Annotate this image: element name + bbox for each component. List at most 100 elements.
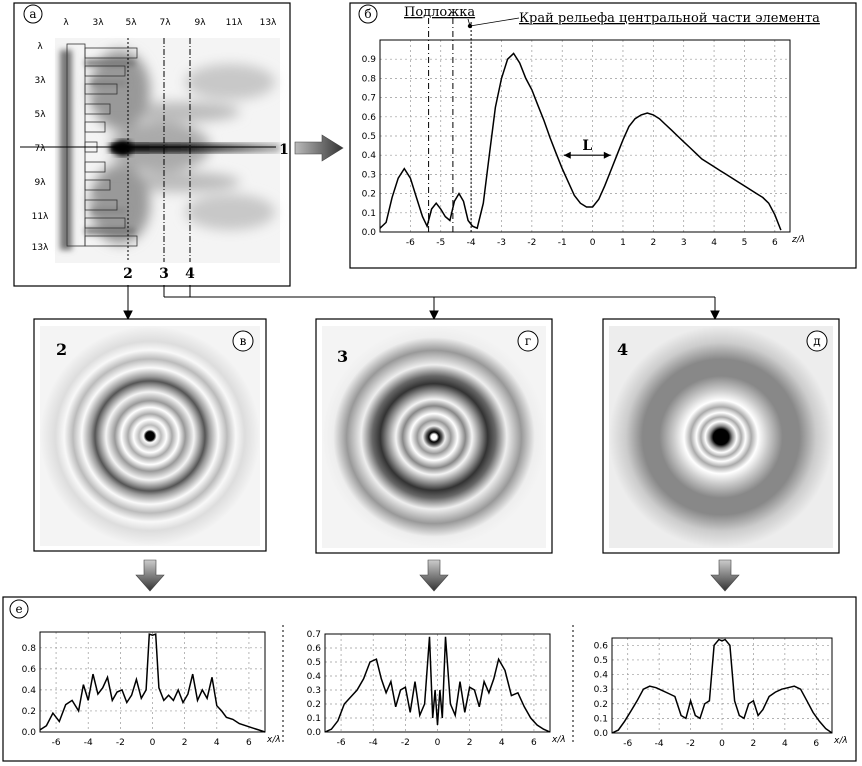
element-outline [66, 43, 138, 247]
x-tick-label: -2 [116, 738, 125, 748]
plot-area [611, 637, 833, 734]
x-tick: λ [63, 18, 69, 28]
plot-area [39, 631, 266, 733]
y-tick-label: 0.2 [362, 190, 376, 200]
image-number: 4 [617, 340, 628, 359]
x-axis-label: x/λ [551, 735, 566, 745]
y-tick: 7λ [34, 144, 46, 154]
edge-annotation: Край рельефа центральной части элемента [519, 11, 820, 26]
y-tick-label: 0.3 [362, 170, 376, 180]
panel-a-x-ticks: λ 3λ 5λ 7λ 9λ 11λ 13λ [63, 18, 277, 28]
arrow-down-icon [135, 559, 165, 592]
x-tick-label: 6 [531, 738, 537, 748]
plot-area [379, 39, 791, 233]
y-tick-label: 0.1 [362, 209, 376, 219]
x-tick-label: 5 [742, 238, 748, 248]
x-tick-label: 3 [681, 238, 687, 248]
y-tick-label: 0.0 [22, 728, 37, 738]
panel-b-tag: б [364, 7, 371, 21]
y-tick: 3λ [34, 76, 46, 86]
image-number: 3 [337, 347, 348, 366]
panel-e: 4 д [602, 318, 840, 554]
y-tick: 13λ [32, 243, 49, 253]
x-tick-label: 4 [782, 739, 788, 749]
chart-b: -6 -5 -4 -3 -2 -1 0 1 2 3 4 5 6 0.0 0.1 0.2 0.3 0.4 0.5 0.6… [362, 18, 805, 248]
distance-label: L [582, 138, 592, 154]
x-tick-label: 4 [711, 238, 717, 248]
x-tick: 5λ [125, 18, 137, 28]
y-tick-label: 0.5 [594, 656, 608, 666]
line-4-label: 4 [185, 266, 195, 282]
x-tick-label: 4 [214, 738, 220, 748]
y-tick-label: 0.5 [307, 658, 321, 668]
y-tick-label: 0.3 [594, 685, 608, 695]
x-tick-label: -5 [436, 238, 445, 248]
panel-c-tag: в [240, 334, 247, 348]
y-tick-label: 0.4 [594, 671, 609, 681]
panel-f-tag: е [15, 602, 22, 616]
x-tick: 11λ [226, 18, 243, 28]
y-tick-label: 0.6 [594, 641, 609, 651]
x-tick-label: -3 [497, 238, 506, 248]
x-tick-label: -4 [84, 738, 93, 748]
x-tick-label: 6 [813, 739, 819, 749]
y-tick-label: 0.9 [362, 55, 377, 65]
y-tick-label: 0.1 [594, 714, 608, 724]
x-tick-label: 0 [590, 238, 596, 248]
x-tick-label: -6 [623, 739, 632, 749]
series-line [324, 636, 551, 733]
x-tick-label: 4 [499, 738, 505, 748]
y-tick-label: 0.1 [307, 714, 321, 724]
x-axis-label: x/λ [266, 735, 281, 745]
x-tick: 3λ [92, 18, 104, 28]
x-tick-label: -6 [406, 238, 415, 248]
x-tick-label: -6 [337, 738, 346, 748]
x-tick: 9λ [194, 18, 206, 28]
x-tick: 7λ [159, 18, 171, 28]
x-tick: 13λ [260, 18, 277, 28]
series-line [611, 638, 833, 734]
y-tick-label: 0.2 [22, 707, 36, 717]
y-tick: 5λ [34, 110, 46, 120]
arrowhead [563, 151, 571, 159]
panel-a: а [13, 2, 291, 287]
x-tick-label: 2 [467, 738, 473, 748]
x-tick-label: 1 [620, 238, 626, 248]
x-tick-label: 2 [182, 738, 188, 748]
x-axis-label: x/λ [833, 736, 848, 746]
y-tick-label: 0.0 [594, 729, 609, 739]
y-tick-label: 0.6 [307, 644, 322, 654]
panel-d: 3 г [315, 318, 553, 554]
y-tick-label: 0.8 [22, 644, 37, 654]
x-tick-label: 0 [435, 738, 441, 748]
y-tick-label: 0.8 [362, 74, 377, 84]
panel-d-tag: г [525, 334, 531, 348]
y-tick-label: 0.4 [22, 686, 37, 696]
x-tick-label: -2 [686, 739, 695, 749]
substrate-annotation: Подложка [404, 5, 475, 20]
connector-lines [123, 285, 720, 321]
chart-e1: -6 -4 -2 0 2 4 6 0.0 0.2 0.4 0.6 0.8 x/λ [22, 631, 281, 748]
arrowhead [603, 151, 611, 159]
y-tick-label: 0.7 [307, 630, 321, 640]
x-tick-label: 6 [246, 738, 252, 748]
panel-c: 2 в [33, 318, 267, 552]
panel-a-tag: а [29, 7, 36, 21]
x-tick-label: 2 [751, 739, 757, 749]
plot-area [324, 633, 551, 733]
y-tick-label: 0.4 [362, 151, 377, 161]
x-tick-label: -2 [401, 738, 410, 748]
y-tick-label: 0.5 [362, 132, 376, 142]
x-tick-label: 0 [150, 738, 156, 748]
panel-e-tag: д [813, 334, 820, 348]
x-tick-label: -4 [655, 739, 664, 749]
image-number: 2 [56, 340, 67, 359]
y-tick-label: 0.6 [22, 665, 37, 675]
series-line [379, 52, 782, 231]
x-axis-label: z/λ [791, 235, 805, 245]
down-arrow-icons [135, 559, 740, 592]
y-tick-label: 0.2 [594, 700, 608, 710]
arrow-down-icon [419, 559, 449, 592]
x-tick-label: -6 [52, 738, 61, 748]
